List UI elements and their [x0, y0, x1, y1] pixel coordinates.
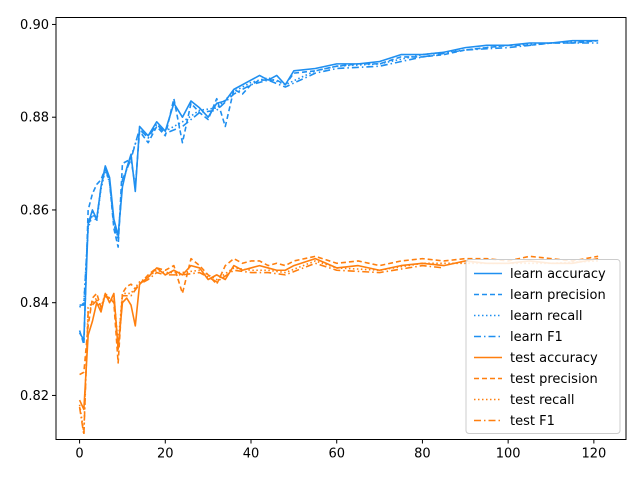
legend-label: learn accuracy	[510, 267, 606, 282]
y-tick-label: 0.90	[20, 18, 49, 33]
y-tick-label: 0.86	[20, 203, 49, 218]
y-tick-label: 0.88	[20, 111, 49, 126]
y-tick-label: 0.84	[20, 296, 49, 311]
legend-label: test F1	[510, 414, 555, 429]
legend-label: test recall	[510, 393, 575, 408]
legend-box	[465, 259, 621, 434]
legend-label: learn precision	[510, 288, 606, 303]
x-tick-label: 60	[328, 447, 345, 462]
plot-area	[78, 39, 599, 436]
series-line-8	[78, 262, 444, 436]
x-tick-label: 40	[243, 447, 260, 462]
series-line-4	[79, 42, 599, 306]
x-axis: 0 20 40 60 80 100 120	[75, 439, 606, 462]
legend-label: test accuracy	[510, 351, 598, 366]
y-tick-label: 0.82	[20, 389, 49, 404]
legend-label: test precision	[510, 372, 598, 387]
axes-frame	[55, 17, 627, 440]
legend-label: learn recall	[510, 309, 582, 324]
series-line-6	[79, 255, 599, 376]
y-axis: 0.82 0.84 0.86 0.88 0.90	[20, 18, 56, 404]
x-tick-label: 120	[581, 447, 606, 462]
legend: learn accuracy learn precision learn recal…	[465, 259, 621, 434]
legend-label: learn F1	[510, 330, 563, 345]
x-tick-label: 80	[414, 447, 431, 462]
x-tick-label: 0	[75, 447, 83, 462]
x-tick-label: 100	[496, 447, 521, 462]
x-tick-label: 20	[157, 447, 174, 462]
